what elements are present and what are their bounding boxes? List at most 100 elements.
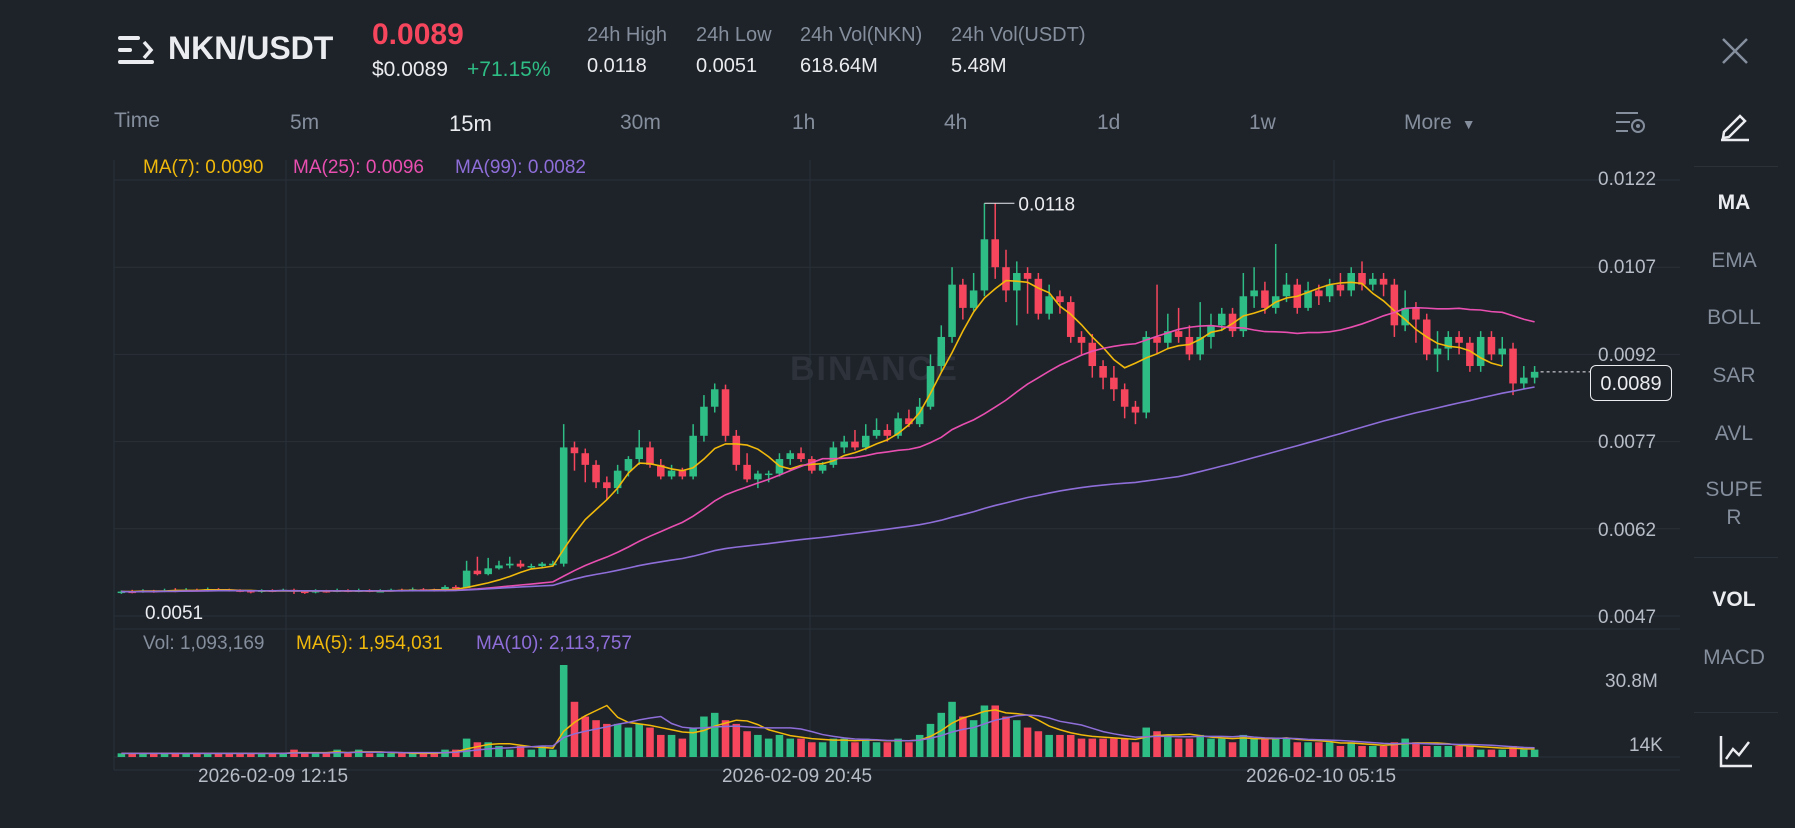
candle-body: [1444, 336, 1453, 349]
volume-bar: [915, 734, 924, 757]
stat-value-vol-usdt: 5.48M: [951, 55, 1007, 77]
candle-body: [505, 563, 514, 566]
candlestick-chart[interactable]: 0.0118 0.0051: [0, 0, 1680, 828]
change-percent: +71.15%: [467, 58, 551, 81]
candle-body: [538, 563, 546, 567]
candle-body: [624, 459, 633, 471]
volume-bar: [948, 701, 956, 757]
volume-bar: [1207, 738, 1215, 757]
ma99-legend: MA(99): 0.0082: [455, 157, 586, 178]
volume-bar: [1131, 742, 1140, 757]
volume-bar: [559, 665, 568, 757]
tab-5m[interactable]: 5m: [290, 111, 320, 134]
volume-bar: [1217, 738, 1226, 757]
candle-body: [570, 447, 579, 454]
candle-body: [829, 447, 838, 465]
indicator-avl[interactable]: AVL: [1714, 422, 1754, 445]
stat-value-low: 0.0051: [696, 55, 758, 77]
close-icon[interactable]: [1720, 36, 1750, 66]
volume-bar: [1185, 738, 1194, 757]
candle-body: [635, 447, 643, 460]
volume-bar: [689, 727, 697, 757]
tab-1w[interactable]: 1w: [1249, 111, 1276, 134]
indicator-vol[interactable]: VOL: [1712, 588, 1756, 611]
indicator-macd[interactable]: MACD: [1703, 646, 1765, 669]
volume-bar: [1066, 734, 1075, 757]
menu-icon[interactable]: [118, 32, 156, 68]
chart-settings-icon[interactable]: [1614, 110, 1646, 136]
volume-bar: [754, 734, 762, 757]
indicator-ma[interactable]: MA: [1717, 191, 1751, 214]
volume-bar: [1110, 738, 1118, 757]
candle-body: [1142, 336, 1151, 413]
y-tick: 0.0122: [1598, 169, 1657, 190]
candle-body: [667, 470, 676, 477]
y-tick: 0.0107: [1598, 257, 1657, 278]
pair-title[interactable]: NKN/USDT: [168, 30, 334, 66]
sidebar-divider: [1694, 166, 1778, 167]
volume-bar: [1271, 738, 1280, 757]
candle-body: [959, 284, 967, 308]
candle-body: [732, 435, 741, 465]
volume-bar: [257, 753, 266, 757]
volume-bar: [1045, 734, 1053, 757]
x-tick: 2026-02-10 05:15: [1246, 766, 1397, 787]
chart-type-icon[interactable]: [1718, 733, 1754, 769]
candle-body: [592, 464, 600, 483]
tab-1d[interactable]: 1d: [1097, 111, 1121, 134]
volume-bar: [1401, 738, 1409, 757]
volume-bar: [1520, 749, 1528, 757]
indicator-sar[interactable]: SAR: [1712, 364, 1756, 387]
volume-bar: [1336, 745, 1345, 757]
candle-body: [516, 563, 525, 567]
ma25-line: [121, 306, 1535, 593]
tab-15m[interactable]: 15m: [449, 111, 492, 136]
candle-body: [1401, 307, 1409, 326]
candle-body: [1207, 325, 1215, 337]
candle-body: [1369, 278, 1377, 285]
candle-body: [894, 418, 902, 436]
indicator-ema[interactable]: EMA: [1711, 249, 1757, 272]
tab-1h[interactable]: 1h: [792, 111, 816, 134]
candle-body: [646, 447, 654, 465]
volume-bar: [344, 753, 352, 757]
candle-body: [700, 406, 708, 436]
volume-bar: [505, 749, 514, 757]
candle-body: [1315, 290, 1323, 297]
volume-bar: [1196, 734, 1204, 757]
candle-body: [721, 389, 730, 436]
volume-bar: [1239, 734, 1248, 757]
tab-30m[interactable]: 30m: [620, 111, 661, 134]
indicator-super[interactable]: SUPE R: [1694, 478, 1774, 530]
candle-body: [581, 453, 590, 465]
indicator-boll[interactable]: BOLL: [1707, 306, 1761, 329]
candle-body: [1487, 336, 1496, 355]
volume-bar: [160, 753, 169, 757]
candle-body: [1228, 313, 1237, 332]
usd-price: $0.0089: [372, 58, 448, 81]
volume-bar: [1455, 745, 1463, 757]
tab-4h[interactable]: 4h: [944, 111, 968, 134]
volume-bar: [203, 753, 212, 757]
candle-body: [1034, 278, 1043, 314]
ma25-legend: MA(25): 0.0096: [293, 157, 424, 178]
candle-body: [1325, 284, 1334, 297]
draw-pencil-icon[interactable]: [1718, 108, 1752, 142]
stat-label-vol-nkn: 24h Vol(NKN): [800, 24, 923, 46]
stat-label-low: 24h Low: [696, 24, 772, 46]
volume-bar: [1056, 734, 1064, 757]
volume-bar: [117, 753, 126, 757]
volume-bar: [861, 738, 870, 757]
vol-legend: Vol: 1,093,169: [143, 633, 265, 654]
candle-body: [1056, 296, 1064, 303]
volume-bar: [959, 716, 967, 757]
candle-body: [980, 239, 989, 291]
candle-body: [926, 366, 935, 407]
volume-bar: [149, 753, 158, 757]
candle-body: [1239, 296, 1248, 332]
volume-bar: [667, 734, 676, 757]
volume-bar: [1347, 742, 1355, 757]
volume-bar: [1412, 742, 1420, 757]
volume-bar: [1379, 745, 1388, 757]
more-dropdown[interactable]: More ▼: [1404, 111, 1476, 135]
